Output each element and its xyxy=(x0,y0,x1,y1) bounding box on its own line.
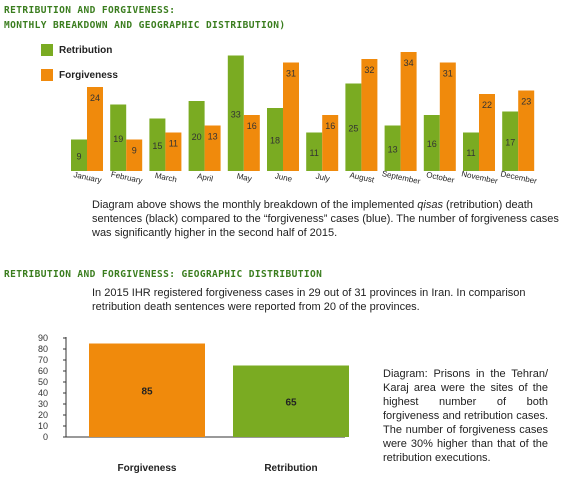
bar-value-retribution-september: 13 xyxy=(388,144,398,154)
x-tick-november: November xyxy=(461,169,499,186)
bar-retribution-february xyxy=(110,104,127,171)
bar-value-forgiveness-april: 13 xyxy=(208,132,218,142)
bar-value-forgiveness-june: 31 xyxy=(286,69,296,79)
y-tick-50: 50 xyxy=(38,377,48,387)
bar-forgiveness-september xyxy=(400,52,417,171)
y-tick-10: 10 xyxy=(38,421,48,431)
bar-forgiveness xyxy=(89,343,205,437)
x-tick-december: December xyxy=(500,169,538,186)
bar-retribution-june xyxy=(267,108,283,171)
bar-retribution-january xyxy=(71,139,87,171)
bar-forgiveness-april xyxy=(204,125,221,171)
bar-value-retribution-december: 17 xyxy=(505,137,515,147)
x-label-retribution: Retribution xyxy=(264,463,317,474)
legend-label-forgiveness: Forgiveness xyxy=(59,70,118,81)
bar-retribution-april xyxy=(188,101,205,171)
x-tick-august: August xyxy=(349,171,376,185)
bar-value-forgiveness-november: 22 xyxy=(482,100,492,110)
bar-retribution-november xyxy=(463,132,479,171)
bar-value-forgiveness-september: 34 xyxy=(404,58,414,68)
bar-value-forgiveness-december: 23 xyxy=(521,97,531,107)
bar-value-retribution-june: 18 xyxy=(270,136,280,146)
legend-label-retribution: Retribution xyxy=(59,45,112,56)
x-tick-july: July xyxy=(315,172,331,184)
y-tick-90: 90 xyxy=(38,333,48,343)
bar-value-retribution-january: 9 xyxy=(76,151,81,161)
bar-value-retribution-may: 33 xyxy=(231,109,241,119)
chart-2-intro: In 2015 IHR registered forgiveness cases… xyxy=(92,287,526,313)
chart-1-heading-line-1: RETRIBUTION AND FORGIVENESS: xyxy=(4,5,176,16)
y-tick-80: 80 xyxy=(38,344,48,354)
bar-value-retribution-march: 15 xyxy=(152,141,162,151)
bar-value-forgiveness-march: 11 xyxy=(169,139,178,149)
y-tick-40: 40 xyxy=(38,388,48,398)
chart-1-caption: Diagram above shows the monthly breakdow… xyxy=(92,198,568,240)
bar-value-forgiveness-january: 24 xyxy=(90,93,100,103)
chart-2-caption: Diagram: Prisons in the Tehran/ Karaj ar… xyxy=(383,368,548,464)
bar-value-retribution-october: 16 xyxy=(427,139,437,149)
bar-forgiveness-october xyxy=(439,62,456,171)
x-tick-may: May xyxy=(236,172,253,184)
legend-swatch-retribution xyxy=(41,44,53,56)
x-tick-february: February xyxy=(110,170,143,185)
bar-forgiveness-november xyxy=(479,94,495,171)
bar-forgiveness-august xyxy=(361,59,378,171)
bar-value-forgiveness-october: 31 xyxy=(443,69,453,79)
bar-value-forgiveness-may: 16 xyxy=(247,121,257,131)
x-label-forgiveness: Forgiveness xyxy=(118,463,177,474)
x-tick-june: June xyxy=(274,171,293,184)
bar-value-forgiveness-february: 9 xyxy=(132,146,137,156)
bar-retribution-december xyxy=(502,111,519,171)
y-tick-0: 0 xyxy=(43,432,48,442)
bar-value-retribution-november: 11 xyxy=(466,148,475,158)
y-tick-70: 70 xyxy=(38,355,48,365)
caption-text-end: (retribution) death sentences (black) co… xyxy=(92,199,559,239)
bar-forgiveness-june xyxy=(283,62,299,171)
x-tick-january: January xyxy=(73,170,103,185)
y-tick-60: 60 xyxy=(38,366,48,376)
bar-value-retribution: 65 xyxy=(285,397,297,408)
bar-retribution xyxy=(233,365,349,437)
caption-italic-term: qisas xyxy=(417,199,443,211)
bar-retribution-august xyxy=(345,83,362,171)
x-tick-march: March xyxy=(154,171,178,184)
bar-forgiveness-july xyxy=(322,115,339,171)
bar-forgiveness-march xyxy=(165,132,182,171)
bar-forgiveness-may xyxy=(243,115,260,171)
bar-retribution-october xyxy=(423,115,440,171)
bar-forgiveness-december xyxy=(518,90,535,171)
bar-value-retribution-april: 20 xyxy=(192,132,202,142)
caption-text-start: Diagram above shows the monthly breakdow… xyxy=(92,199,418,211)
bar-value-retribution-august: 25 xyxy=(348,123,358,133)
x-tick-october: October xyxy=(425,170,455,185)
bar-value-forgiveness-august: 32 xyxy=(364,65,374,75)
bar-value-forgiveness-july: 16 xyxy=(325,121,335,131)
bar-value-retribution-february: 19 xyxy=(113,134,123,144)
y-tick-20: 20 xyxy=(38,410,48,420)
bar-forgiveness-february xyxy=(126,139,143,171)
bar-value-retribution-july: 11 xyxy=(310,148,319,158)
bar-retribution-september xyxy=(384,125,401,171)
chart-2-heading: RETRIBUTION AND FORGIVENESS: GEOGRAPHIC … xyxy=(4,269,323,280)
chart-1-heading-line-2: MONTHLY BREAKDOWN AND GEOGRAPHIC DISTRIB… xyxy=(4,20,286,31)
x-tick-april: April xyxy=(196,171,214,183)
bar-value-forgiveness: 85 xyxy=(141,386,153,397)
bar-retribution-may xyxy=(227,55,244,171)
bar-forgiveness-january xyxy=(87,87,103,171)
legend-swatch-forgiveness xyxy=(41,69,53,81)
y-tick-30: 30 xyxy=(38,399,48,409)
bar-retribution-march xyxy=(149,118,166,171)
monthly-bar-chart: Retribution Forgiveness 9 24 January 19 9 Febru… xyxy=(41,44,538,186)
x-tick-september: September xyxy=(381,169,421,186)
bar-retribution-july xyxy=(306,132,323,171)
